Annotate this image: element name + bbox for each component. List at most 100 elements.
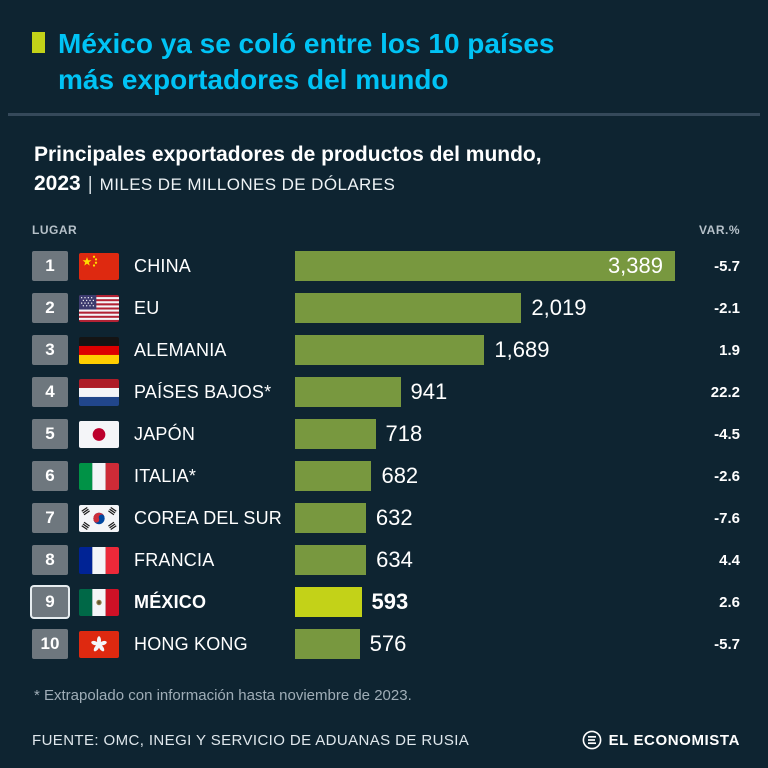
country-label: PAÍSES BAJOS* — [134, 381, 272, 402]
value-bar — [295, 503, 366, 533]
value-bar — [295, 629, 360, 659]
value-bar — [295, 587, 362, 617]
table-row: 1 CHINA 3,389 -5.7 — [32, 245, 740, 287]
brand: EL ECONOMISTA — [582, 730, 740, 750]
bar-area: 941 — [295, 377, 675, 407]
chart-subtitle: Principales exportadores de productos de… — [34, 140, 740, 199]
rank-number: 3 — [45, 340, 55, 359]
flag-icon-hongkong — [79, 630, 123, 658]
value-bar — [295, 419, 376, 449]
rank-badge: 5 — [32, 419, 68, 449]
bar-area: 2,019 — [295, 293, 675, 323]
table-row: 8 FRANCIA 634 4.4 — [32, 539, 740, 581]
country-label: COREA DEL SUR — [134, 507, 282, 528]
country-label: ITALIA* — [134, 465, 197, 486]
var-value: 4.4 — [719, 551, 740, 569]
rank-badge: 8 — [32, 545, 68, 575]
subtitle-line-2: 2023 | MILES DE MILLONES DE DÓLARES — [34, 169, 740, 199]
flag-icon-italy — [79, 462, 123, 490]
brand-name: EL ECONOMISTA — [608, 731, 740, 749]
subtitle-pipe: | — [87, 174, 93, 195]
title-line-2: más exportadores del mundo — [58, 64, 449, 95]
value-bar: 3,389 — [295, 251, 675, 281]
value-bar — [295, 335, 485, 365]
rank-number: 8 — [45, 550, 55, 569]
table-row: 6 ITALIA* 682 -2.6 — [32, 455, 740, 497]
bar-area: 634 — [295, 545, 675, 575]
rank-number: 10 — [40, 634, 60, 653]
flag-icon-japan — [79, 420, 123, 448]
value-bar — [295, 293, 522, 323]
rank-badge: 6 — [32, 461, 68, 491]
source-text: FUENTE: OMC, INEGI Y SERVICIO DE ADUANAS… — [32, 731, 470, 749]
rank-number: 2 — [45, 298, 55, 317]
flag-icon-netherlands — [79, 378, 123, 406]
value-label: 718 — [385, 421, 423, 446]
value-bar — [295, 377, 401, 407]
table-row: 9 MÉXICO 593 2.6 — [32, 581, 740, 623]
value-label: 593 — [371, 589, 409, 614]
value-label: 634 — [376, 547, 413, 572]
var-column-header: VAR.% — [699, 223, 740, 237]
title-line-1: México ya se coló entre los 10 países — [58, 28, 555, 59]
country-label: EU — [134, 297, 160, 318]
table-row: 4 PAÍSES BAJOS* 941 22.2 — [32, 371, 740, 413]
country-label: JAPÓN — [134, 423, 196, 444]
value-label: 2,019 — [531, 295, 587, 320]
value-bar — [295, 545, 367, 575]
rank-number: 5 — [45, 424, 55, 443]
rank-number: 1 — [45, 256, 55, 275]
country-label: FRANCIA — [134, 549, 215, 570]
country-label: ALEMANIA — [134, 339, 227, 360]
bar-area: 632 — [295, 503, 675, 533]
flag-icon-germany — [79, 336, 123, 364]
header: México ya se coló entre los 10 países má… — [32, 26, 740, 98]
table-row: 5 JAPÓN 718 -4.5 — [32, 413, 740, 455]
title-divider — [8, 113, 760, 116]
bar-area: 3,389 — [295, 251, 675, 281]
table-row: 7 COREA DEL SUR 632 -7.6 — [32, 497, 740, 539]
rank-badge: 9 — [32, 587, 68, 617]
flag-icon-france — [79, 546, 123, 574]
table-row: 10 HONG KONG 576 -5.7 — [32, 623, 740, 665]
bar-area: 718 — [295, 419, 675, 449]
value-label: 3,389 — [607, 253, 663, 278]
rank-number: 4 — [45, 382, 55, 401]
value-label: 576 — [369, 631, 407, 656]
country-label: HONG KONG — [134, 633, 248, 654]
column-headers: LUGAR VAR.% — [32, 223, 740, 237]
rank-badge: 2 — [32, 293, 68, 323]
var-value: -4.5 — [714, 425, 740, 443]
rank-badge: 3 — [32, 335, 68, 365]
table-row: 3 ALEMANIA 1,689 1.9 — [32, 329, 740, 371]
subtitle-units: MILES DE MILLONES DE DÓLARES — [99, 175, 396, 194]
rank-column-header: LUGAR — [32, 223, 78, 237]
subtitle-line-1: Principales exportadores de productos de… — [34, 143, 542, 166]
rank-badge: 1 — [32, 251, 68, 281]
source-line: FUENTE: OMC, INEGI Y SERVICIO DE ADUANAS… — [32, 730, 740, 750]
value-label: 941 — [410, 379, 448, 404]
rank-number: 9 — [45, 592, 55, 611]
var-value: -5.7 — [714, 257, 740, 275]
var-value: -2.6 — [714, 467, 740, 485]
accent-square — [32, 32, 45, 53]
bar-area: 1,689 — [295, 335, 675, 365]
bar-area: 576 — [295, 629, 675, 659]
value-label: 1,689 — [494, 337, 550, 362]
var-value: 2.6 — [719, 593, 740, 611]
rank-badge: 4 — [32, 377, 68, 407]
flag-icon-southkorea — [79, 504, 123, 532]
ranking-rows: 1 CHINA 3,389 -5.7 2 EU 2,019 -2.1 3 ALE… — [32, 245, 740, 665]
footnote: * Extrapolado con información hasta novi… — [34, 687, 412, 704]
rank-number: 6 — [45, 466, 55, 485]
bar-area: 593 — [295, 587, 675, 617]
var-value: 1.9 — [719, 341, 740, 359]
subtitle-year: 2023 — [34, 172, 81, 195]
flag-icon-us — [79, 294, 123, 322]
value-bar — [295, 461, 372, 491]
var-value: -5.7 — [714, 635, 740, 653]
country-label: CHINA — [134, 255, 192, 276]
var-value: -2.1 — [714, 299, 740, 317]
el-economista-logo-icon — [582, 730, 601, 750]
